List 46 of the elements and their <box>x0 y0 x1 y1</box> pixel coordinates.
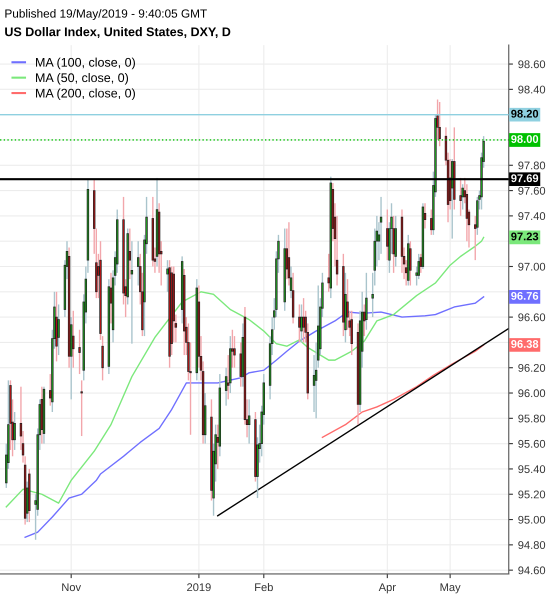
y-tick-label: 98.60 <box>518 60 546 68</box>
legend-label: MA (100, close, 0) <box>36 58 135 70</box>
candlestick <box>80 380 83 437</box>
ref-line-label: 98.20 <box>511 110 538 118</box>
line-series <box>322 344 484 438</box>
y-tick-label: 97.40 <box>518 212 546 220</box>
text: Published 19/May/2019 - 9:40:05 GMT <box>5 9 207 20</box>
candlestick <box>462 184 464 210</box>
candlestick <box>57 304 60 356</box>
legend-label: MA (200, close, 0) <box>36 88 135 100</box>
legend-label: MA (50, close, 0) <box>36 72 128 85</box>
x-tick-label: May <box>440 583 461 594</box>
annotation: 97.23 <box>511 232 538 240</box>
y-tick-label: 96.20 <box>518 364 546 372</box>
y-tick-label: 98.40 <box>518 86 546 94</box>
ref-line-label: 97.69 <box>511 174 538 182</box>
candlestick <box>365 272 368 330</box>
y-tick-label: 96.60 <box>518 313 546 322</box>
x-tick-label: Apr <box>378 583 396 594</box>
candlestick <box>438 101 441 147</box>
annotation: 96.38 <box>511 340 538 348</box>
y-tick-label: 95.80 <box>518 414 546 422</box>
candlestick <box>298 304 301 344</box>
y-tick-label: 96.00 <box>518 389 546 398</box>
line-series <box>24 296 484 538</box>
ref-line-label: 98.00 <box>511 135 538 143</box>
x-tick-label: 2019 <box>187 583 211 592</box>
y-tick-label: 95.60 <box>518 440 546 448</box>
candlestick <box>409 240 412 286</box>
y-tick-label: 94.80 <box>518 541 546 549</box>
y-tick-label: 94.60 <box>518 566 546 574</box>
x-tick-label: Nov <box>62 583 82 592</box>
chart-title: US Dollar Index, United States, DXY, D <box>5 27 230 38</box>
y-tick-label: 95.40 <box>518 465 546 474</box>
x-tick-label: Feb <box>255 582 273 592</box>
y-tick-label: 97.80 <box>518 162 546 170</box>
y-tick-label: 97.60 <box>518 186 546 195</box>
y-tick-label: 95.20 <box>518 490 546 498</box>
annotation: 96.76 <box>511 292 538 300</box>
candlestick <box>72 310 74 368</box>
candlestick <box>13 411 16 451</box>
line-series <box>6 236 484 508</box>
y-tick-label: 95.00 <box>518 516 546 524</box>
candlestick <box>248 398 250 444</box>
candlestick <box>78 329 81 375</box>
y-tick-label: 97.00 <box>518 262 546 271</box>
